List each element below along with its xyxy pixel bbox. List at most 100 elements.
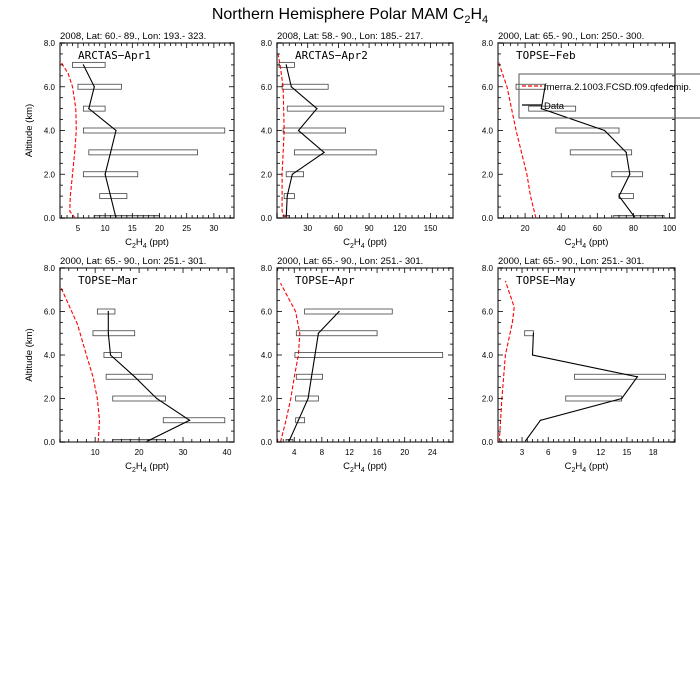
panel-label: TOPSE−Feb — [516, 49, 576, 62]
data-point — [532, 332, 535, 334]
y-tick-label: 0.0 — [261, 214, 273, 223]
model-line — [60, 285, 101, 442]
panel-3: 2000, Lat: 65.- 90., Lon: 250.- 300. 0.0 2… — [482, 31, 700, 250]
x-tick-label: 40 — [223, 448, 232, 457]
x-tick-label: 40 — [557, 224, 566, 233]
x-label-part: 2 — [132, 243, 136, 250]
x-tick-label: 20 — [521, 224, 530, 233]
data-point — [618, 195, 620, 197]
data-point — [531, 354, 534, 356]
model-line — [60, 60, 77, 218]
x-label-part: 4 — [361, 467, 365, 474]
range-box — [574, 373, 666, 380]
data-point — [107, 332, 109, 334]
data-point — [621, 397, 623, 400]
x-tick-label: 80 — [629, 224, 638, 233]
data-point — [540, 108, 542, 110]
data-point — [317, 332, 320, 334]
x-tick-label: 120 — [393, 224, 407, 233]
range-box — [162, 417, 226, 424]
plot-area — [60, 60, 226, 218]
x-axis-label: C2H4 (ppt) — [565, 237, 609, 250]
x-label-part: C — [343, 237, 350, 248]
range-box — [295, 373, 323, 380]
data-point — [316, 108, 318, 110]
data-point — [88, 108, 90, 110]
x-axis-label: C2H4 (ppt) — [343, 237, 387, 250]
x-tick-label: 15 — [128, 224, 137, 233]
legend-label: Data — [544, 101, 565, 112]
legend-box — [518, 73, 700, 119]
y-tick-label: 6.0 — [44, 308, 56, 317]
x-tick-label: 8 — [320, 448, 325, 457]
x-label-part: C — [343, 461, 350, 472]
panel-label: ARCTAS−Apr2 — [295, 49, 368, 62]
x-label-part: 4 — [143, 467, 147, 474]
x-tick-label: 20 — [135, 448, 144, 457]
y-tick-label: 2.0 — [44, 170, 56, 179]
x-tick-label: 16 — [373, 448, 382, 457]
data-line — [524, 333, 639, 442]
range-box — [82, 127, 226, 134]
x-tick-label: 6 — [546, 448, 551, 457]
range-box — [293, 149, 377, 156]
y-tick-label: 2.0 — [44, 395, 56, 404]
range-box — [611, 171, 643, 178]
model-line — [279, 282, 301, 442]
data-point — [310, 376, 313, 378]
y-tick-label: 8.0 — [482, 39, 494, 48]
x-label-part: (ppt) — [586, 237, 608, 248]
data-line — [82, 64, 117, 218]
range-box — [569, 149, 633, 156]
x-tick-label: 20 — [400, 448, 409, 457]
range-box — [613, 215, 665, 218]
data-point — [93, 86, 95, 88]
x-tick-label: 18 — [649, 448, 658, 457]
x-label-part: H — [354, 237, 361, 248]
range-box — [281, 83, 329, 90]
data-point — [297, 129, 300, 132]
x-label-part: H — [136, 237, 143, 248]
x-tick-label: 5 — [76, 224, 81, 233]
x-tick-label: 12 — [596, 448, 605, 457]
y-tick-label: 2.0 — [261, 170, 273, 179]
y-axis-label: Altitude (km) — [24, 328, 35, 381]
x-label-part: 4 — [143, 243, 147, 250]
x-tick-label: 3 — [520, 448, 525, 457]
x-tick-label: 30 — [209, 224, 218, 233]
y-tick-label: 8.0 — [261, 264, 273, 273]
panel-subtitle: 2000, Lat: 65.- 90., Lon: 251.- 301. — [277, 256, 423, 267]
panel-label: ARCTAS−Apr1 — [78, 49, 151, 62]
x-label-part: C — [125, 461, 132, 472]
x-label-part: C — [565, 461, 572, 472]
x-label-part: (ppt) — [147, 461, 169, 472]
range-box — [295, 417, 306, 424]
panel-label: TOPSE−Apr — [295, 274, 355, 287]
x-tick-label: 10 — [101, 224, 110, 233]
x-axis-label: C2H4 (ppt) — [125, 237, 169, 250]
data-point — [285, 64, 287, 66]
x-tick-label: 15 — [622, 448, 631, 457]
x-label-part: 4 — [582, 467, 586, 474]
data-point — [134, 376, 136, 378]
y-tick-label: 0.0 — [261, 438, 273, 447]
data-point — [189, 419, 191, 421]
panel-subtitle: 2000, Lat: 65.- 90., Lon: 250.- 300. — [498, 31, 644, 42]
y-tick-label: 8.0 — [44, 39, 56, 48]
y-tick-label: 4.0 — [261, 127, 273, 136]
x-label-part: 2 — [132, 467, 136, 474]
x-tick-label: 12 — [345, 448, 354, 457]
x-tick-label: 60 — [334, 224, 343, 233]
x-label-part: C — [125, 237, 132, 248]
y-tick-label: 8.0 — [261, 39, 273, 48]
x-tick-label: 90 — [365, 224, 374, 233]
x-axis-label: C2H4 (ppt) — [343, 461, 387, 474]
data-point — [109, 151, 112, 153]
data-point — [104, 173, 106, 175]
data-point — [544, 86, 546, 88]
x-label-part: C — [565, 237, 572, 248]
y-tick-label: 6.0 — [482, 308, 494, 317]
data-point — [107, 310, 109, 313]
data-point — [338, 310, 340, 313]
